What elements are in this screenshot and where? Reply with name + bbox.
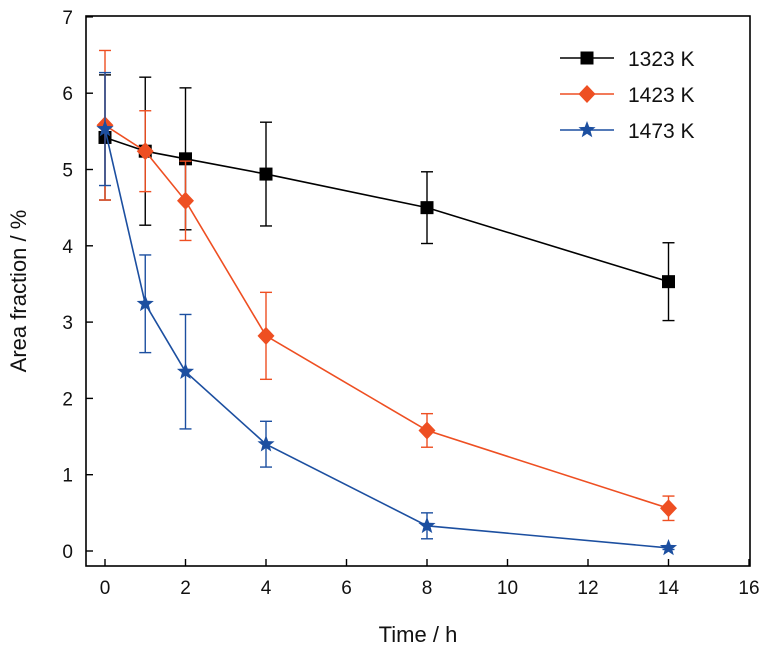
data-point — [257, 326, 275, 345]
series-layer — [96, 49, 678, 556]
data-point — [96, 120, 114, 137]
y-tick-label: 4 — [62, 237, 73, 258]
y-tick-label: 1 — [62, 466, 73, 487]
data-point — [420, 201, 434, 215]
data-point — [136, 294, 154, 312]
data-point — [259, 167, 273, 181]
x-tick-label: 6 — [341, 578, 352, 599]
data-point — [418, 516, 436, 534]
y-tick-label: 3 — [62, 313, 73, 334]
legend-label: 1423 K — [628, 84, 695, 107]
data-point — [662, 275, 675, 289]
x-tick-label: 4 — [261, 578, 272, 599]
series-1 — [96, 49, 677, 522]
data-point — [257, 435, 275, 452]
data-point — [418, 421, 436, 440]
legend-label: 1473 K — [628, 120, 695, 143]
x-tick-label: 16 — [738, 578, 759, 599]
y-axis-title: Area fraction / % — [6, 210, 31, 373]
data-point — [177, 191, 194, 210]
legend-item: 1423 K — [560, 84, 695, 107]
series-line — [104, 136, 669, 283]
x-tick-label: 14 — [658, 578, 680, 599]
legend-marker — [578, 121, 596, 138]
x-axis-title: Time / h — [379, 622, 458, 647]
legend-marker — [580, 51, 594, 65]
y-tick-label: 7 — [62, 8, 73, 29]
data-point — [659, 538, 678, 556]
x-tick-label: 10 — [497, 578, 518, 599]
legend-item: 1473 K — [560, 120, 695, 143]
y-tick-label: 0 — [62, 542, 73, 563]
data-point — [660, 499, 677, 518]
legend: 1323 K 1423 K 1473 K — [560, 48, 695, 143]
y-tick-label: 2 — [62, 389, 73, 410]
y-tick-label: 6 — [62, 84, 73, 105]
series-2 — [96, 71, 678, 556]
legend-label: 1323 K — [628, 48, 695, 71]
x-tick-label: 12 — [577, 578, 598, 599]
legend-marker — [578, 85, 596, 103]
legend-item: 1323 K — [560, 48, 695, 71]
series-line — [104, 128, 669, 549]
data-point — [176, 362, 195, 379]
data-point — [179, 152, 192, 166]
data-point — [136, 142, 154, 161]
x-tick-label: 2 — [180, 578, 191, 599]
plot-frame — [85, 15, 751, 567]
x-tick-label: 0 — [100, 578, 111, 599]
series-line — [104, 124, 669, 510]
y-tick-label: 5 — [62, 161, 73, 182]
x-tick-label: 8 — [422, 578, 433, 599]
